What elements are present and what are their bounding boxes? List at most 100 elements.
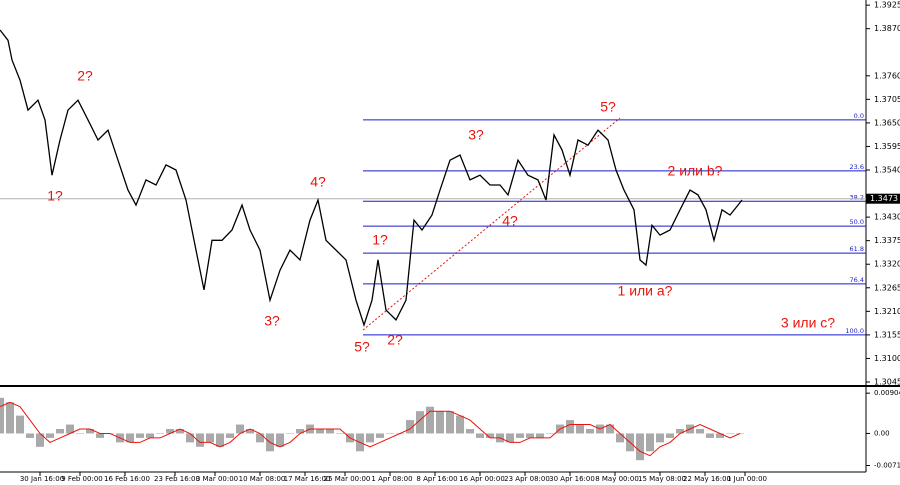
osc-y-tick-label: 0.00904 — [874, 389, 900, 397]
histogram-bar — [506, 433, 514, 443]
histogram-bar — [0, 397, 4, 434]
x-tick-label: 23 Apr 08:00 — [504, 475, 550, 483]
histogram-bar — [566, 420, 574, 434]
histogram-bar — [86, 429, 94, 434]
wave-label: 5? — [354, 339, 370, 355]
x-tick-label: 30 Apr 16:00 — [549, 475, 595, 483]
wave-label: 3 или c? — [781, 315, 835, 331]
histogram-bar — [246, 429, 254, 434]
histogram-bar — [526, 433, 534, 438]
wave-label: 2? — [387, 332, 403, 348]
wave-label: 2? — [77, 68, 93, 84]
histogram-bar — [386, 433, 394, 434]
histogram-bar — [66, 424, 74, 434]
fib-label: 23.6 — [850, 163, 864, 171]
histogram-bar — [46, 433, 54, 438]
y-tick-label: 1.3540 — [874, 166, 900, 175]
x-tick-label: 16 Apr 00:00 — [459, 475, 505, 483]
osc-y-tick-label: 0.00 — [874, 429, 890, 437]
x-tick-label: 30 Jan 16:00 — [20, 475, 64, 483]
histogram-bar — [96, 433, 104, 438]
x-tick-label: 10 Mar 08:00 — [239, 475, 286, 483]
x-tick-label: 15 May 08:00 — [638, 475, 686, 483]
histogram-bar — [546, 433, 554, 434]
histogram-bar — [516, 433, 524, 438]
y-tick-label: 1.3100 — [874, 354, 900, 363]
histogram-bar — [286, 433, 294, 434]
y-tick-label: 1.3375 — [874, 236, 900, 245]
histogram-bar — [666, 433, 674, 438]
x-tick-label: 25 Mar 00:00 — [324, 475, 371, 483]
histogram-bar — [6, 402, 14, 434]
histogram-bar — [326, 429, 334, 434]
x-tick-label: 9 Feb 00:00 — [61, 475, 102, 483]
histogram-bar — [726, 433, 734, 434]
histogram-bar — [56, 429, 64, 434]
histogram-bar — [36, 433, 44, 447]
y-tick-label: 1.3870 — [874, 24, 900, 33]
x-tick-label: 1 Apr 08:00 — [371, 475, 412, 483]
histogram-bar — [676, 429, 684, 434]
y-tick-label: 1.3760 — [874, 71, 900, 80]
x-tick-label: 16 Feb 16:00 — [104, 475, 150, 483]
histogram-bar — [376, 433, 384, 438]
wave-label: 5? — [600, 99, 616, 115]
histogram-bar — [186, 433, 194, 443]
histogram-bar — [136, 433, 144, 438]
histogram-bar — [236, 424, 244, 434]
osc-y-tick-label: -0.00719 — [874, 461, 900, 469]
wave-label: 4? — [310, 174, 326, 190]
y-tick-label: 1.3210 — [874, 307, 900, 316]
x-tick-label: 22 May 16:00 — [683, 475, 731, 483]
histogram-bar — [416, 411, 424, 434]
histogram-bar — [446, 411, 454, 434]
histogram-bar — [216, 433, 224, 447]
y-tick-label: 1.3155 — [874, 330, 900, 339]
histogram-bar — [606, 424, 614, 434]
histogram-bar — [536, 433, 544, 438]
fib-label: 100.0 — [845, 327, 864, 335]
wave-label: 3? — [264, 313, 280, 329]
histogram-bar — [196, 433, 204, 447]
histogram-bar — [656, 433, 664, 443]
histogram-bar — [176, 429, 184, 434]
histogram-bar — [696, 429, 704, 434]
wave-label: 2 или b? — [668, 163, 723, 179]
histogram-bar — [336, 433, 344, 434]
histogram-bar — [576, 424, 584, 434]
histogram-bar — [616, 433, 624, 443]
histogram-bar — [166, 429, 174, 434]
fib-label: 61.8 — [850, 245, 864, 253]
histogram-bar — [486, 433, 494, 438]
x-tick-label: 1 Jun 00:00 — [727, 475, 767, 483]
histogram-bar — [366, 433, 374, 443]
x-tick-label: 23 Feb 16:00 — [154, 475, 200, 483]
histogram-bar — [256, 433, 264, 443]
histogram-bar — [316, 429, 324, 434]
wave-label: 3? — [468, 127, 484, 143]
histogram-bar — [716, 433, 724, 438]
histogram-bar — [706, 433, 714, 438]
histogram-bar — [206, 433, 214, 443]
histogram-bar — [426, 406, 434, 434]
histogram-bar — [636, 433, 644, 461]
histogram-bar — [456, 415, 464, 434]
histogram-bar — [156, 433, 164, 434]
y-tick-label: 1.3925 — [874, 1, 900, 10]
y-tick-label: 1.3650 — [874, 118, 900, 127]
histogram-bar — [276, 433, 284, 447]
wave-label: 4? — [502, 213, 518, 229]
wave-label: 1 или a? — [618, 283, 673, 299]
x-tick-label: 8 Apr 16:00 — [416, 475, 457, 483]
histogram-bar — [76, 433, 84, 434]
histogram-bar — [646, 433, 654, 452]
histogram-bar — [126, 433, 134, 443]
x-tick-label: 3 Mar 00:00 — [196, 475, 238, 483]
fib-label: 38.2 — [850, 193, 864, 201]
histogram-bar — [466, 429, 474, 434]
price-line — [0, 29, 743, 328]
histogram-bar — [16, 415, 24, 434]
y-tick-label: 1.3045 — [874, 378, 900, 387]
